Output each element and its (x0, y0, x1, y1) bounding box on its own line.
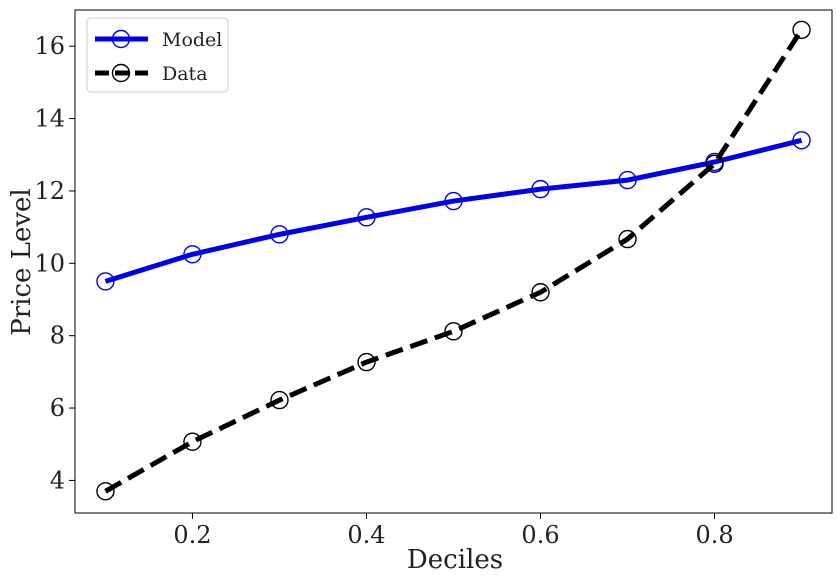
data-point-data (705, 154, 724, 173)
y-tick-label: 12 (34, 177, 65, 205)
x-tick-label: 0.4 (347, 521, 385, 549)
y-tick-label: 14 (34, 105, 65, 133)
axes: 0.2 0.4 0.6 0.8 4 6 8 10 12 14 16 (34, 9, 833, 549)
data-point-data (444, 322, 463, 341)
series-layer (96, 20, 811, 501)
legend-marker-data (111, 63, 131, 83)
legend: Model Data (86, 17, 229, 93)
data-point-data (531, 283, 550, 302)
data-point-model (183, 245, 202, 264)
x-tick-label: 0.2 (173, 521, 211, 549)
legend-marker-model (111, 29, 131, 49)
axes-frame (74, 9, 833, 514)
plot-background (75, 10, 832, 513)
data-point-model (618, 170, 637, 190)
data-point-model (96, 272, 115, 291)
x-tick-label: 0.6 (521, 521, 559, 549)
y-tick-label: 6 (50, 394, 65, 422)
x-axis-label: Deciles (407, 545, 503, 575)
legend-label-data: Data (162, 63, 208, 85)
plot-area (75, 10, 832, 513)
data-point-data (357, 352, 376, 372)
y-axis-label: Price Level (7, 188, 37, 336)
y-tick-label: 4 (50, 466, 65, 494)
x-tick-label: 0.8 (695, 521, 733, 549)
y-tick-label: 8 (50, 322, 65, 350)
data-point-data (96, 482, 115, 501)
series-line-data (104, 28, 804, 494)
data-point-data (792, 20, 811, 40)
data-point-model (444, 191, 463, 211)
data-point-data (183, 432, 202, 451)
data-point-model (357, 208, 376, 227)
series-line-model (104, 137, 803, 284)
data-point-model (531, 179, 550, 199)
data-point-data (270, 390, 289, 410)
data-point-model (270, 225, 289, 244)
y-tick-label: 16 (34, 32, 65, 60)
data-point-data (618, 229, 637, 249)
y-tick-label: 10 (34, 249, 65, 277)
legend-label-model: Model (162, 29, 222, 51)
data-point-model (792, 131, 811, 150)
